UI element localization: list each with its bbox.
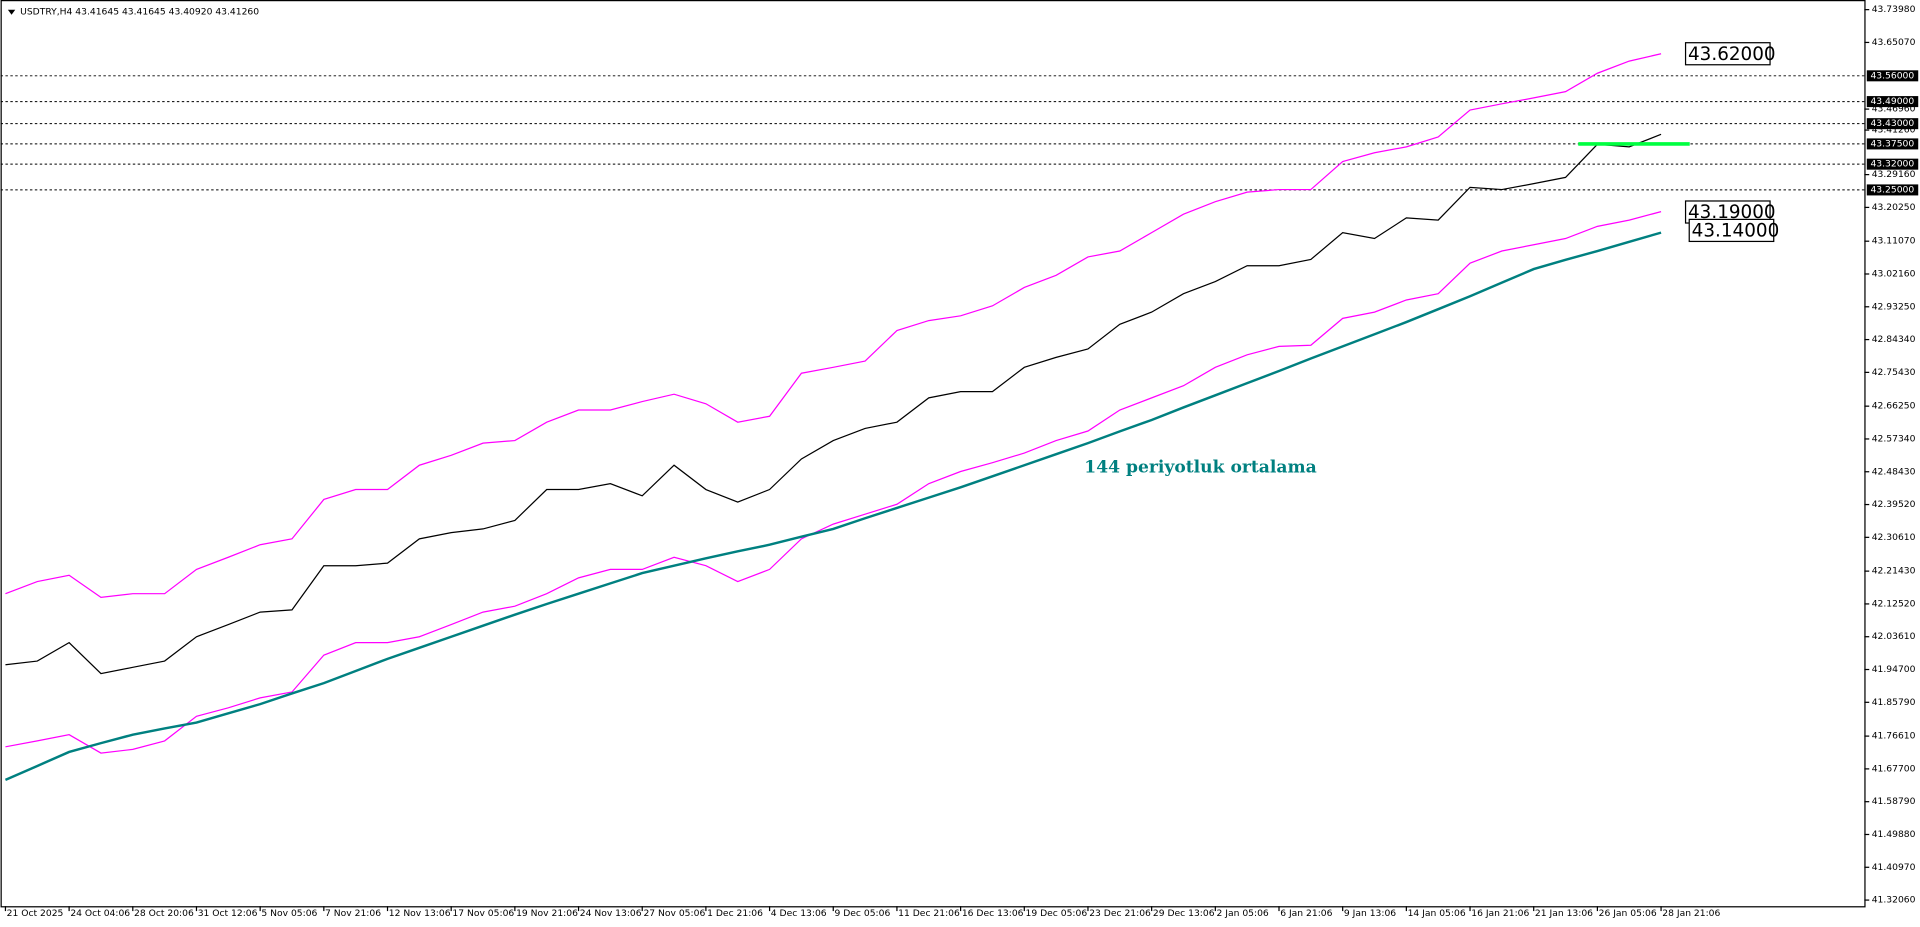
level-label-box xyxy=(1866,138,1919,150)
x-tick-label: 11 Dec 21:06 xyxy=(898,908,960,919)
x-tick-label: 26 Jan 05:06 xyxy=(1599,908,1657,919)
annotation: 144 periyotluk ortalama xyxy=(1084,457,1316,477)
x-tick-label: 19 Nov 21:06 xyxy=(516,908,578,919)
plot-frame xyxy=(0,0,1866,908)
x-tick-label: 14 Jan 05:06 xyxy=(1408,908,1466,919)
price-label: 43.62000 xyxy=(1688,44,1776,65)
price-label: 43.14000 xyxy=(1692,221,1780,242)
x-tick-label: 24 Nov 13:06 xyxy=(580,908,642,919)
x-tick-label: 4 Dec 13:06 xyxy=(771,908,827,919)
y-tick-label: 43.11070 xyxy=(1872,236,1916,247)
series-line xyxy=(5,133,1662,675)
x-tick-label: 9 Jan 13:06 xyxy=(1344,908,1396,919)
y-tick-label: 42.03610 xyxy=(1872,631,1916,642)
price-label: 43.19000 xyxy=(1688,202,1776,223)
series-line xyxy=(5,211,1662,754)
y-tick-label: 42.30610 xyxy=(1872,532,1916,543)
y-tick-label: 42.66250 xyxy=(1872,401,1916,412)
x-tick-label: 28 Oct 20:06 xyxy=(134,908,194,919)
x-tick-label: 19 Dec 05:06 xyxy=(1026,908,1088,919)
x-tick-label: 24 Oct 04:06 xyxy=(70,908,130,919)
y-tick-label: 43.41260 xyxy=(1872,125,1916,136)
y-tick-label: 41.67700 xyxy=(1872,763,1916,774)
series-line xyxy=(5,53,1662,599)
y-tick-label: 43.02160 xyxy=(1872,268,1916,279)
x-tick-label: 9 Dec 05:06 xyxy=(834,908,890,919)
x-tick-label: 16 Dec 13:06 xyxy=(962,908,1024,919)
y-tick-label: 41.58790 xyxy=(1872,796,1916,807)
level-label-box xyxy=(1866,118,1919,130)
x-tick-label: 7 Nov 21:06 xyxy=(325,908,381,919)
x-tick-label: 23 Dec 21:06 xyxy=(1089,908,1151,919)
level-label: 43.32000 xyxy=(1870,159,1914,170)
y-tick-label: 42.48430 xyxy=(1872,466,1916,477)
level-label: 43.25000 xyxy=(1870,184,1914,195)
x-tick-label: 21 Jan 13:06 xyxy=(1535,908,1593,919)
x-tick-label: 29 Dec 13:06 xyxy=(1153,908,1215,919)
x-tick-label: 17 Nov 05:06 xyxy=(452,908,514,919)
y-tick-label: 42.93250 xyxy=(1872,301,1916,312)
x-tick-label: 12 Nov 13:06 xyxy=(389,908,451,919)
series-line xyxy=(4,231,1662,782)
chart-title: USDTRY,H4 43.41645 43.41645 43.40920 43.… xyxy=(20,7,259,18)
y-tick-label: 42.57340 xyxy=(1872,433,1916,444)
level-label-box xyxy=(1866,158,1919,170)
level-label-box xyxy=(1866,96,1919,108)
level-label: 43.56000 xyxy=(1870,70,1914,81)
x-tick-label: 5 Nov 05:06 xyxy=(261,908,317,919)
y-tick-label: 41.94700 xyxy=(1872,664,1916,675)
y-tick-label: 41.40970 xyxy=(1872,862,1916,873)
menu-arrow[interactable] xyxy=(7,9,16,15)
x-tick-label: 28 Jan 21:06 xyxy=(1662,908,1720,919)
y-tick-label: 42.39520 xyxy=(1872,499,1916,510)
y-tick-label: 41.85790 xyxy=(1872,697,1916,708)
y-tick-label: 43.29160 xyxy=(1872,169,1916,180)
y-tick-label: 43.73980 xyxy=(1872,4,1916,15)
y-tick-label: 42.84340 xyxy=(1872,334,1916,345)
level-label: 43.43000 xyxy=(1870,118,1914,129)
level-label-box xyxy=(1866,70,1919,82)
level-label: 43.37500 xyxy=(1870,138,1914,149)
y-tick-label: 43.46960 xyxy=(1872,104,1916,115)
y-tick-label: 43.65070 xyxy=(1872,37,1916,48)
level-label: 43.49000 xyxy=(1870,96,1914,107)
x-tick-label: 27 Nov 05:06 xyxy=(643,908,705,919)
y-tick-label: 42.12520 xyxy=(1872,598,1916,609)
x-tick-label: 16 Jan 21:06 xyxy=(1471,908,1529,919)
x-tick-label: 6 Jan 21:06 xyxy=(1280,908,1332,919)
x-tick-label: 1 Dec 21:06 xyxy=(707,908,763,919)
price-label-box xyxy=(1688,218,1775,243)
x-tick-label: 21 Oct 2025 xyxy=(7,908,64,919)
x-tick-label: 31 Oct 12:06 xyxy=(198,908,258,919)
x-tick-label: 2 Jan 05:06 xyxy=(1217,908,1269,919)
y-tick-label: 41.76610 xyxy=(1872,731,1916,742)
y-tick-label: 42.75430 xyxy=(1872,367,1916,378)
y-tick-label: 41.49880 xyxy=(1872,829,1916,840)
y-tick-label: 42.21430 xyxy=(1872,566,1916,577)
price-label-box xyxy=(1684,42,1771,66)
level-label-box xyxy=(1866,184,1919,196)
y-tick-label: 41.32060 xyxy=(1872,895,1916,906)
y-tick-label: 43.20250 xyxy=(1872,202,1916,213)
